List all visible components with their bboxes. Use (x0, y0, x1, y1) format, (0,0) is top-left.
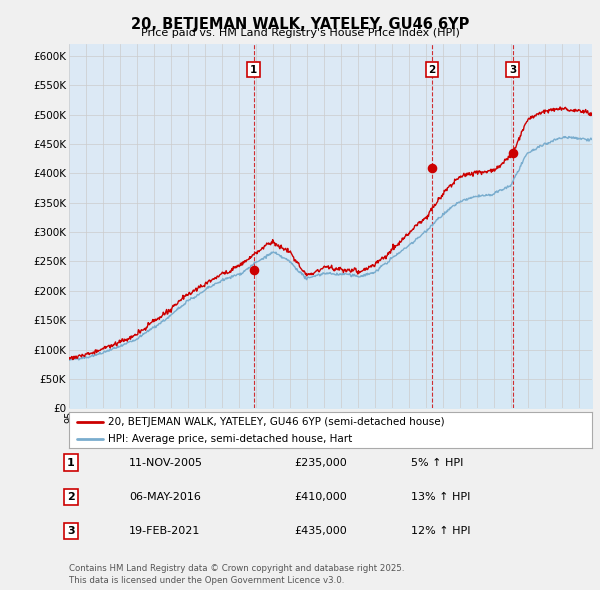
Text: £235,000: £235,000 (294, 458, 347, 467)
Text: 3: 3 (509, 65, 517, 75)
Text: 20, BETJEMAN WALK, YATELEY, GU46 6YP: 20, BETJEMAN WALK, YATELEY, GU46 6YP (131, 17, 469, 31)
Text: 2: 2 (428, 65, 436, 75)
Text: Price paid vs. HM Land Registry's House Price Index (HPI): Price paid vs. HM Land Registry's House … (140, 28, 460, 38)
Text: 2: 2 (67, 492, 74, 502)
Text: 5% ↑ HPI: 5% ↑ HPI (411, 458, 463, 467)
Text: 19-FEB-2021: 19-FEB-2021 (129, 526, 200, 536)
Text: 06-MAY-2016: 06-MAY-2016 (129, 492, 201, 502)
Text: 3: 3 (67, 526, 74, 536)
Text: HPI: Average price, semi-detached house, Hart: HPI: Average price, semi-detached house,… (108, 434, 352, 444)
Text: Contains HM Land Registry data © Crown copyright and database right 2025.
This d: Contains HM Land Registry data © Crown c… (69, 565, 404, 585)
Point (427, 163, 437, 172)
Text: 1: 1 (250, 65, 257, 75)
Text: £410,000: £410,000 (294, 492, 347, 502)
Point (249, 266, 259, 275)
Text: 11-NOV-2005: 11-NOV-2005 (129, 458, 203, 467)
Text: 20, BETJEMAN WALK, YATELEY, GU46 6YP (semi-detached house): 20, BETJEMAN WALK, YATELEY, GU46 6YP (se… (108, 417, 445, 427)
Text: £435,000: £435,000 (294, 526, 347, 536)
Text: 12% ↑ HPI: 12% ↑ HPI (411, 526, 470, 536)
Text: 13% ↑ HPI: 13% ↑ HPI (411, 492, 470, 502)
Text: 1: 1 (67, 458, 74, 467)
Point (508, 148, 518, 158)
